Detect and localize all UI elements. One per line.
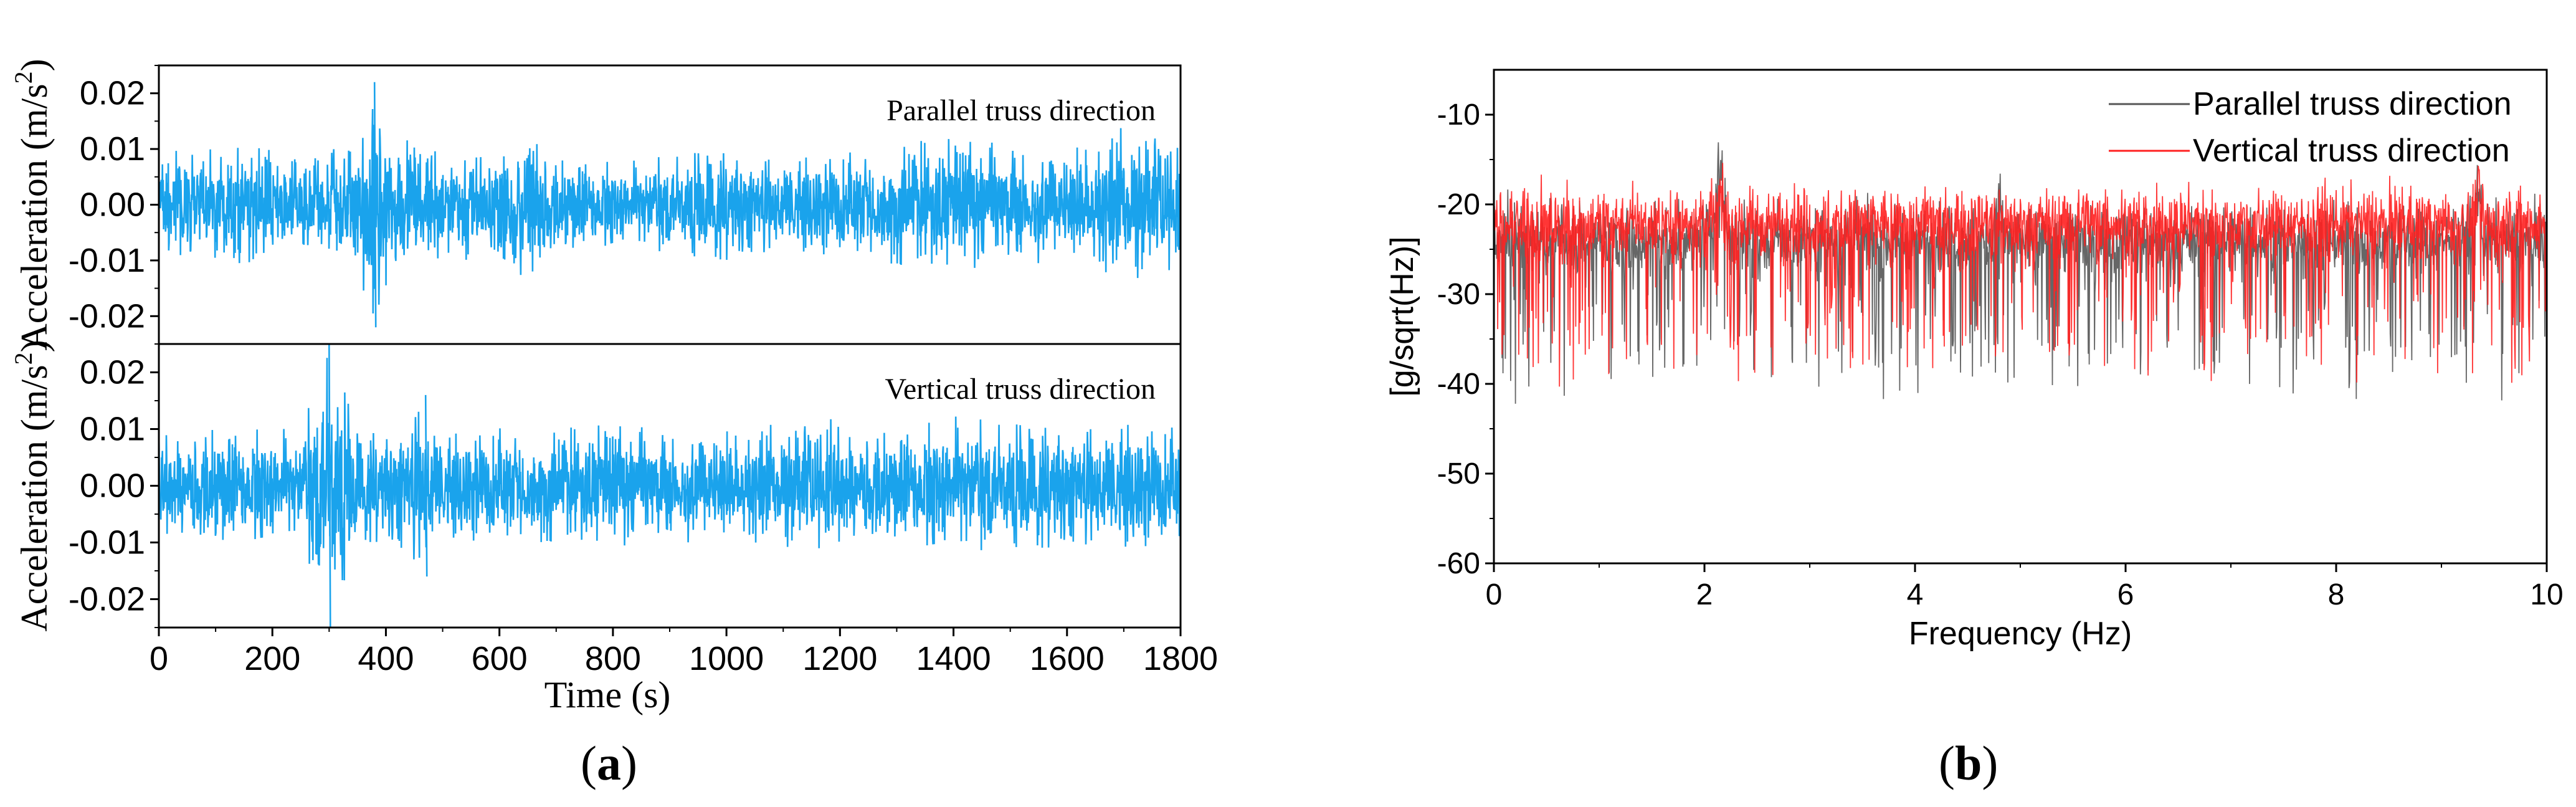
legend-label: Parallel truss direction: [2193, 86, 2512, 122]
x-tick-label: 1800: [1143, 640, 1218, 677]
y-tick-label: -20: [1437, 188, 1480, 221]
panel-a-top-chart: -0.02 -0.01 0.00 0.01 0.02 Parallel truss dir…: [9, 59, 1182, 353]
y-tick-label: 0.02: [80, 75, 145, 112]
y-axis-label: Acceleration (m/s2): [9, 340, 55, 631]
x-axis-label: Frequency (Hz): [1909, 616, 2132, 652]
y-tick-label: 0.00: [80, 467, 145, 505]
y-tick-label: -30: [1437, 278, 1480, 311]
legend-label: Vertical truss direction: [2193, 133, 2510, 169]
x-tick-label: 200: [244, 640, 300, 677]
y-tick-label: -0.01: [69, 242, 145, 279]
x-tick-label: 400: [358, 640, 414, 677]
x-tick-label: 2: [1696, 578, 1713, 611]
acceleration-series-line: [158, 82, 1182, 328]
y-tick-label: 0.02: [80, 354, 145, 391]
caption-a: (a): [581, 736, 637, 790]
vertical-series-line: [1494, 163, 2547, 387]
series-annotation: Vertical truss direction: [885, 373, 1156, 406]
y-tick-label: 0.01: [80, 130, 145, 168]
x-tick-label: 1400: [916, 640, 991, 677]
x-tick-label: 600: [472, 640, 528, 677]
x-tick-label: 6: [2117, 578, 2134, 611]
x-tick-label: 1200: [802, 640, 877, 677]
x-tick-label: 1000: [689, 640, 764, 677]
x-tick-label: 0: [150, 640, 168, 677]
caption-b: (b): [1939, 736, 1999, 790]
y-tick-label: -60: [1437, 547, 1480, 580]
x-tick-label: 4: [1907, 578, 1924, 611]
y-tick-label: -10: [1437, 98, 1480, 131]
y-tick-label: -0.02: [69, 581, 145, 618]
x-tick-label: 8: [2328, 578, 2345, 611]
series-annotation: Parallel truss direction: [886, 94, 1156, 127]
x-tick-label: 800: [585, 640, 641, 677]
x-tick-label: 0: [1486, 578, 1503, 611]
y-tick-label: -50: [1437, 457, 1480, 490]
panel-b-chart: 0 2 4 6 8 10 -60 -50 -40 -30 -20 -10 Frequency (Hz) […: [1384, 69, 2564, 652]
y-tick-label: -0.02: [69, 297, 145, 335]
acceleration-series-line: [158, 343, 1182, 628]
y-tick-label: -40: [1437, 368, 1480, 401]
legend: Parallel truss direction Vertical truss d…: [2109, 86, 2512, 169]
x-tick-label: 10: [2530, 578, 2563, 611]
y-tick-label: 0.01: [80, 411, 145, 448]
parallel-series-line: [1494, 142, 2547, 404]
x-axis-label: Time (s): [544, 674, 671, 715]
spectrum-lines: [1494, 142, 2547, 404]
x-tick-label: 1600: [1030, 640, 1105, 677]
y-axis-label: Acceleration (m/s2): [9, 59, 55, 350]
y-tick-label: 0.00: [80, 186, 145, 224]
y-axis-label: [g/sqrt(Hz)]: [1384, 236, 1420, 396]
y-tick-label: -0.01: [69, 524, 145, 561]
panel-a-bottom-chart: -0.02 -0.01 0.00 0.01 0.02 0 200 400 600 800 1000 1…: [9, 340, 1218, 715]
